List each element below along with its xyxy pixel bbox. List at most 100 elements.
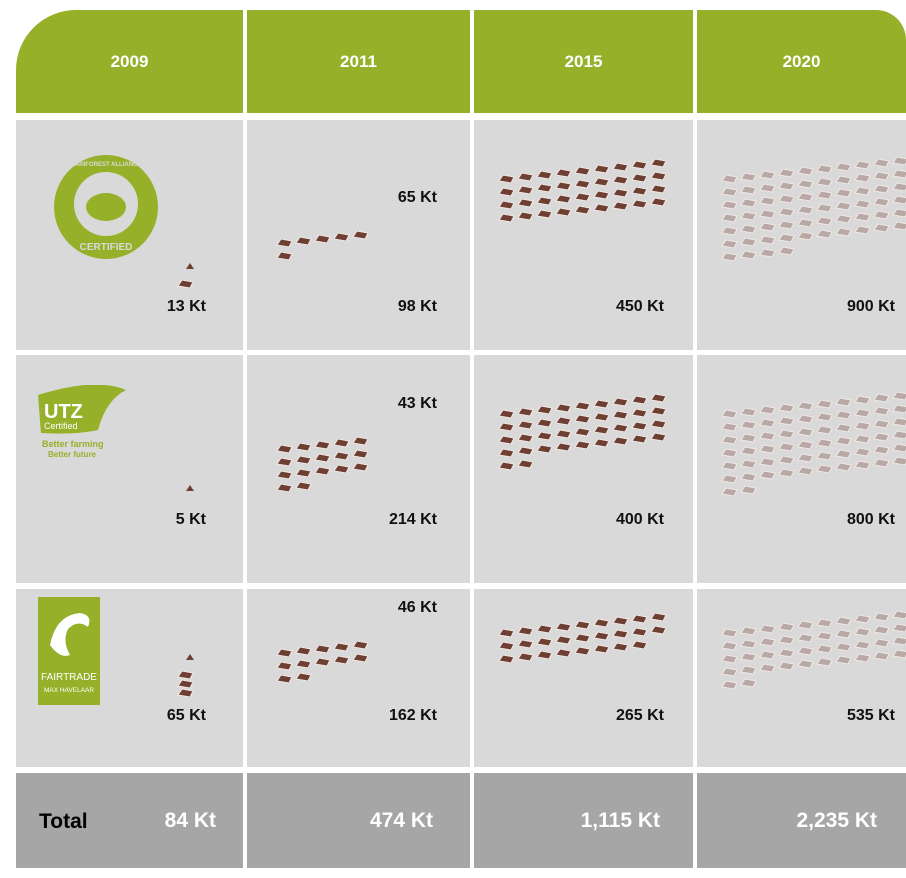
chocolate-piece — [594, 619, 609, 627]
chocolate-piece — [518, 640, 533, 648]
chocolate-piece — [741, 447, 756, 455]
chocolate-piece — [353, 231, 368, 239]
chocolate-piece — [518, 212, 533, 220]
chocolate-piece — [817, 658, 832, 666]
chocolate-piece — [651, 433, 666, 441]
chocolate-piece — [296, 237, 311, 245]
chocolate-piece — [855, 654, 870, 662]
chocolate-piece — [798, 206, 813, 214]
chocolate-piece — [722, 188, 737, 196]
chocolate-piece — [836, 630, 851, 638]
chocolate-piece — [760, 419, 775, 427]
chocolate-piece — [499, 410, 514, 418]
chocolate-piece — [353, 437, 368, 445]
chocolate-piece — [798, 219, 813, 227]
chocolate-piece — [760, 210, 775, 218]
chocolate-piece — [518, 421, 533, 429]
value-label: 265 Kt — [544, 707, 664, 725]
chocolate-piece — [893, 183, 906, 191]
chocolate-piece — [277, 675, 292, 683]
chocolate-piece — [575, 647, 590, 655]
chocolate-piece — [722, 668, 737, 676]
chocolate-piece — [594, 191, 609, 199]
chocolate-piece — [632, 641, 647, 649]
chocolate-piece — [613, 163, 628, 171]
chocolate-piece — [499, 201, 514, 209]
chocolate-piece — [817, 204, 832, 212]
chocolate-piece — [518, 408, 533, 416]
total-cell: 2,235 Kt — [697, 773, 906, 868]
chocolate-piece — [741, 408, 756, 416]
chocolate-piece — [836, 189, 851, 197]
chocolate-piece — [893, 209, 906, 217]
chocolate-tip — [186, 654, 194, 660]
chocolate-piece — [855, 187, 870, 195]
chocolate-piece — [537, 184, 552, 192]
chocolate-piece — [594, 439, 609, 447]
chocolate-piece — [613, 643, 628, 651]
chocolate-piece — [741, 679, 756, 687]
chocolate-piece — [779, 404, 794, 412]
chocolate-piece — [722, 629, 737, 637]
chocolate-piece — [556, 636, 571, 644]
chocolate-piece — [836, 398, 851, 406]
chocolate-piece — [353, 641, 368, 649]
chocolate-piece — [556, 195, 571, 203]
chocolate-piece — [537, 419, 552, 427]
chocolate-piece — [855, 435, 870, 443]
chocolate-piece — [893, 418, 906, 426]
chocolate-piece — [836, 424, 851, 432]
chocolate-piece — [855, 213, 870, 221]
chocolate-piece — [893, 637, 906, 645]
chocolate-piece — [499, 214, 514, 222]
chocolate-piece — [178, 671, 193, 679]
chocolate-piece — [760, 432, 775, 440]
chocolate-piece — [651, 198, 666, 206]
chocolate-piece — [817, 426, 832, 434]
chocolate-piece — [632, 161, 647, 169]
chocolate-piece — [836, 450, 851, 458]
year-header: 2011 — [247, 10, 470, 113]
chocolate-piece — [632, 174, 647, 182]
chocolate-piece — [722, 410, 737, 418]
chocolate-piece — [334, 465, 349, 473]
logo-text: CERTIFIED — [80, 242, 133, 253]
chocolate-piece — [277, 458, 292, 466]
chocolate-piece — [575, 441, 590, 449]
chocolate-piece — [556, 404, 571, 412]
chocolate-piece — [741, 473, 756, 481]
chocolate-piece — [741, 173, 756, 181]
chocolate-piece — [722, 175, 737, 183]
chocolate-piece — [874, 407, 889, 415]
frog — [86, 193, 126, 221]
value-label: 800 Kt — [775, 511, 895, 529]
cell: 900 Kt — [697, 120, 906, 350]
chocolate-piece — [594, 645, 609, 653]
chocolate-piece — [836, 176, 851, 184]
chocolate-piece — [874, 211, 889, 219]
chocolate-piece — [798, 634, 813, 642]
chocolate-piece — [334, 233, 349, 241]
chocolate-piece — [556, 649, 571, 657]
chocolate-piece — [556, 208, 571, 216]
chocolate-piece — [836, 411, 851, 419]
chocolate-piece — [722, 655, 737, 663]
chocolate-piece — [722, 449, 737, 457]
chocolate-piece — [537, 210, 552, 218]
chocolate-piece — [594, 178, 609, 186]
cell: 450 Kt — [474, 120, 693, 350]
chocolate-piece — [817, 619, 832, 627]
chocolate-piece — [518, 199, 533, 207]
chocolate-piece — [499, 462, 514, 470]
chocolate-piece — [537, 651, 552, 659]
chocolate-piece — [779, 443, 794, 451]
chocolate-piece — [334, 643, 349, 651]
chocolate-piece — [817, 191, 832, 199]
chocolate-piece — [575, 428, 590, 436]
chocolate-piece — [178, 680, 193, 688]
chocolate-piece — [722, 214, 737, 222]
chocolate-piece — [315, 645, 330, 653]
